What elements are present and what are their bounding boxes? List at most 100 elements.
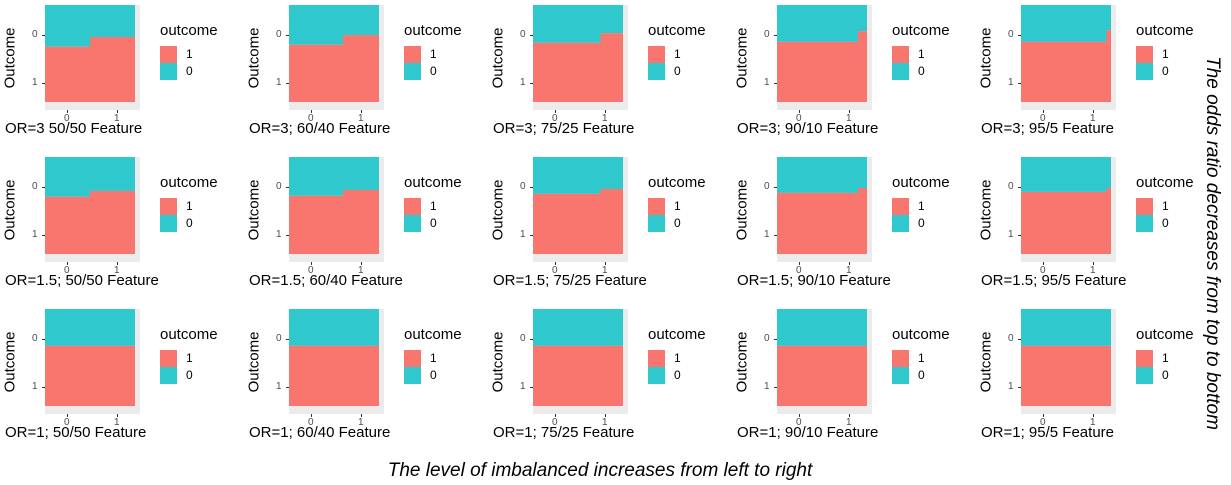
spine-plot	[1021, 5, 1111, 102]
legend-key-0	[404, 215, 421, 232]
bar-outcome-1-x1	[343, 345, 379, 406]
chart-panel: Outcome 0 1 0 1 OR=1.5; 95/5 Feature outcome 1 0	[976, 152, 1220, 302]
bar-outcome-0-x1	[343, 157, 379, 190]
y-axis-label: Outcome	[488, 309, 508, 414]
spine-plot	[45, 309, 135, 406]
y-tick-mark	[530, 387, 533, 388]
y-tick-mark	[774, 35, 777, 36]
x-tick-label: 0	[1040, 265, 1046, 276]
y-axis-label-text: Outcome	[489, 331, 507, 392]
y-axis-label: Outcome	[0, 5, 20, 110]
legend-label-0: 0	[186, 216, 193, 230]
legend-title: outcome	[1136, 174, 1194, 191]
bar-outcome-0-x0	[289, 309, 343, 346]
bar-outcome-0-x1	[600, 5, 623, 34]
x-tick-label: 1	[846, 417, 852, 428]
y-tick-label: 0	[520, 333, 526, 344]
bar-outcome-1-x0	[533, 345, 601, 406]
bar-outcome-1-x0	[45, 46, 90, 102]
x-tick-mark	[1093, 262, 1094, 265]
legend-key-0	[1136, 215, 1153, 232]
bar-outcome-0-x1	[858, 157, 867, 189]
legend-key-0	[1136, 367, 1153, 384]
y-tick-label: 0	[764, 29, 770, 40]
y-axis-label-text: Outcome	[733, 27, 751, 88]
legend-label-1: 1	[1162, 351, 1169, 365]
legend-label-0: 0	[918, 216, 925, 230]
spine-plot	[777, 5, 867, 102]
y-tick-mark	[286, 83, 289, 84]
bar-outcome-0-x0	[1021, 5, 1107, 42]
y-axis-label-text: Outcome	[977, 331, 995, 392]
x-tick-mark	[799, 262, 800, 265]
bar-outcome-0-x1	[343, 309, 379, 346]
y-tick-label: 0	[276, 29, 282, 40]
legend-key-0	[404, 63, 421, 80]
panel-title: OR=1; 75/25 Feature	[493, 424, 635, 441]
bar-outcome-0-x0	[533, 5, 601, 43]
y-tick-label: 1	[764, 381, 770, 392]
y-tick-mark	[42, 339, 45, 340]
y-tick-mark	[42, 235, 45, 236]
legend-label-1: 1	[918, 199, 925, 213]
x-tick-label: 0	[552, 113, 558, 124]
legend-key-1	[1136, 198, 1153, 215]
bar-outcome-1-x0	[45, 196, 90, 254]
y-tick-mark	[286, 387, 289, 388]
legend-title: outcome	[648, 22, 706, 39]
legend-title: outcome	[1136, 22, 1194, 39]
bar-outcome-1-x1	[343, 35, 379, 102]
x-tick-mark	[117, 110, 118, 113]
panel-title: OR=3; 60/40 Feature	[249, 120, 391, 137]
panel-title: OR=1.5; 90/10 Feature	[737, 272, 891, 289]
y-axis-label: Outcome	[488, 157, 508, 262]
panel-title: OR=3; 75/25 Feature	[493, 120, 635, 137]
bar-outcome-0-x1	[600, 309, 623, 346]
y-tick-label: 0	[764, 333, 770, 344]
y-axis-label-text: Outcome	[489, 179, 507, 240]
y-tick-label: 0	[32, 333, 38, 344]
legend-key-0	[160, 215, 177, 232]
y-tick-mark	[42, 387, 45, 388]
chart-panel: Outcome 0 1 0 1 OR=1; 90/10 Feature outcome 1 0	[732, 304, 976, 454]
y-tick-label: 0	[520, 29, 526, 40]
bar-outcome-0-x1	[90, 5, 135, 38]
y-tick-label: 1	[520, 229, 526, 240]
x-tick-label: 1	[846, 265, 852, 276]
legend-key-1	[1136, 350, 1153, 367]
y-tick-mark	[774, 235, 777, 236]
legend-key-0	[160, 367, 177, 384]
chart-panel: Outcome 0 1 0 1 OR=1; 95/5 Feature outcome 1 0	[976, 304, 1220, 454]
x-tick-label: 0	[64, 265, 70, 276]
y-tick-label: 1	[276, 77, 282, 88]
bar-outcome-0-x0	[45, 157, 90, 197]
y-axis-label-text: Outcome	[1, 179, 19, 240]
y-tick-mark	[530, 339, 533, 340]
bar-outcome-1-x1	[343, 189, 379, 254]
y-tick-label: 1	[520, 77, 526, 88]
y-axis-label: Outcome	[732, 5, 752, 110]
panel-title: OR=1; 60/40 Feature	[249, 424, 391, 441]
legend-label-0: 0	[430, 368, 437, 382]
bar-outcome-0-x1	[600, 157, 623, 190]
y-tick-mark	[530, 35, 533, 36]
y-axis-label-text: Outcome	[733, 179, 751, 240]
legend-key-1	[892, 46, 909, 63]
y-axis-label-text: Outcome	[245, 331, 263, 392]
bar-outcome-0-x0	[289, 157, 343, 196]
chart-panel: Outcome 0 1 0 1 OR=1; 75/25 Feature outcome 1 0	[488, 304, 732, 454]
chart-panel: Outcome 0 1 0 1 OR=3; 95/5 Feature outcome 1 0	[976, 0, 1220, 150]
legend-key-0	[160, 63, 177, 80]
x-tick-mark	[67, 110, 68, 113]
chart-panel: Outcome 0 1 0 1 OR=3; 90/10 Feature outcome 1 0	[732, 0, 976, 150]
y-tick-mark	[286, 235, 289, 236]
chart-panel: Outcome 0 1 0 1 OR=1.5; 50/50 Feature outcome 1…	[0, 152, 244, 302]
bar-outcome-1-x0	[533, 193, 601, 254]
caption-bottom: The level of imbalanced increases from l…	[387, 460, 813, 481]
x-tick-mark	[605, 414, 606, 417]
x-tick-mark	[555, 110, 556, 113]
x-tick-label: 1	[602, 265, 608, 276]
legend-key-1	[160, 198, 177, 215]
bar-outcome-0-x0	[533, 309, 601, 346]
y-tick-label: 0	[1008, 29, 1014, 40]
